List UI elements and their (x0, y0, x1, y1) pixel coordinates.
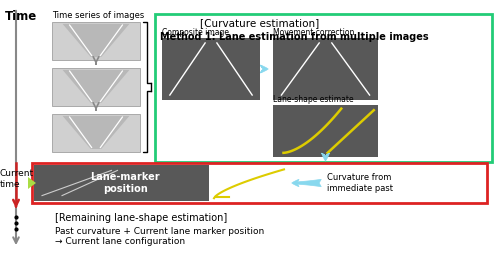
Bar (52, 22, 140, 60)
Bar (34, 165, 209, 201)
Text: [Remaining lane-shape estimation]: [Remaining lane-shape estimation] (55, 213, 227, 223)
Bar (52, 68, 140, 106)
Text: Method 1: Lane estimation from multiple images: Method 1: Lane estimation from multiple … (160, 32, 428, 42)
Text: Time: Time (5, 10, 37, 23)
Text: Curvature from
immediate past: Curvature from immediate past (327, 173, 393, 193)
Text: Lane-shape estimate: Lane-shape estimate (273, 95, 353, 104)
Bar (162, 38, 260, 100)
Polygon shape (62, 70, 130, 103)
Text: Current
time: Current time (0, 169, 34, 189)
Text: Composite image: Composite image (162, 28, 229, 37)
Text: [Curvature estimation]: [Curvature estimation] (200, 18, 320, 28)
Text: Time series of images: Time series of images (52, 11, 144, 20)
Text: Past curvature + Current lane marker position: Past curvature + Current lane marker pos… (55, 227, 264, 236)
Text: Movement correction: Movement correction (273, 28, 354, 37)
Bar (273, 105, 378, 157)
Text: Estimated shape: Estimated shape (231, 194, 290, 200)
FancyBboxPatch shape (32, 163, 487, 203)
Polygon shape (62, 24, 130, 57)
Text: Lane-marker
position: Lane-marker position (90, 172, 160, 194)
Polygon shape (28, 177, 36, 189)
FancyBboxPatch shape (155, 14, 492, 162)
Bar (273, 38, 378, 100)
Polygon shape (62, 116, 130, 149)
Text: → Current lane configuration: → Current lane configuration (55, 237, 185, 246)
Bar (52, 114, 140, 152)
